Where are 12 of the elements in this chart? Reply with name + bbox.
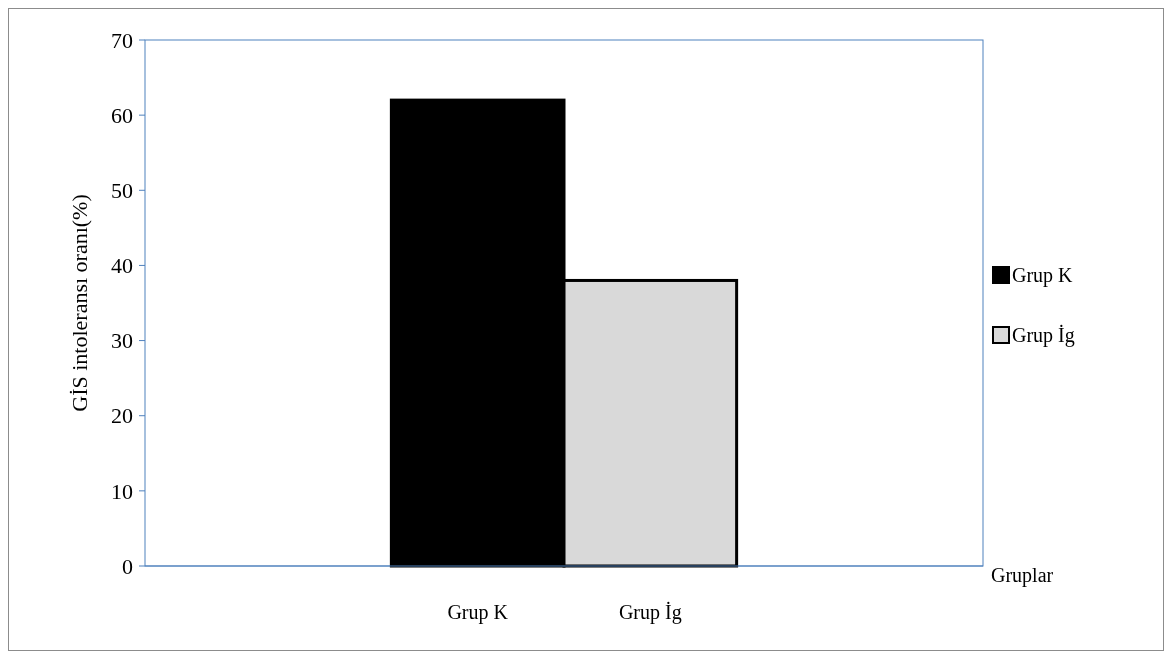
y-tick-label: 60 — [111, 102, 133, 128]
legend-label: Grup K — [1012, 264, 1074, 287]
y-tick-label: 0 — [122, 553, 133, 579]
y-tick-label: 30 — [111, 328, 133, 354]
y-axis-title: GİS intoleransı oranı(%) — [67, 194, 92, 412]
y-tick-label: 50 — [111, 177, 133, 203]
y-tick-label: 40 — [111, 253, 133, 279]
legend-label: Grup İg — [1012, 324, 1075, 347]
y-tick-label: 10 — [111, 478, 133, 504]
y-tick-label: 20 — [111, 403, 133, 429]
x-axis-title: Gruplar — [991, 564, 1054, 587]
y-tick-label: 70 — [111, 27, 133, 53]
